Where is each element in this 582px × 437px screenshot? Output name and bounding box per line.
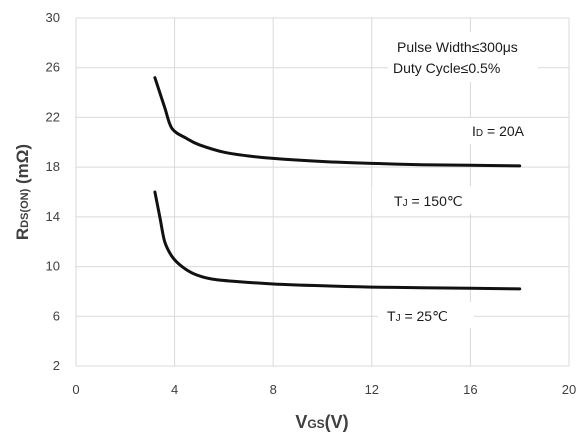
series-label-150c: TJ = 150℃ — [394, 193, 463, 209]
duty-cycle-label: Duty Cycle≤0.5% — [393, 60, 500, 76]
y-tick-label: 14 — [46, 209, 60, 224]
x-tick-label: 20 — [562, 382, 576, 397]
series-label-box-150 — [372, 186, 496, 214]
pulse-width-label: Pulse Width≤300μs — [397, 39, 518, 55]
y-tick-label: 30 — [46, 10, 60, 25]
y-tick-label: 22 — [46, 109, 60, 124]
y-tick-label: 2 — [53, 358, 60, 373]
x-tick-label: 8 — [270, 382, 277, 397]
id-label-box — [462, 118, 544, 144]
id-label: ID = 20A — [472, 123, 525, 139]
y-tick-label: 18 — [46, 159, 60, 174]
series-label-box-25 — [378, 302, 474, 328]
x-tick-label: 16 — [463, 382, 477, 397]
series-line-tj-25c — [153, 190, 522, 291]
y-tick-label: 10 — [46, 259, 60, 274]
data-series — [153, 76, 522, 291]
series-line-tj-150c — [153, 76, 522, 168]
x-tick-label: 0 — [72, 382, 79, 397]
x-axis-title: VGS(V) — [295, 412, 348, 432]
y-tick-label: 26 — [46, 60, 60, 75]
y-tick-label: 6 — [53, 308, 60, 323]
series-label-25c: TJ = 25℃ — [387, 308, 448, 324]
y-axis-title: RDS(ON) (mΩ) — [13, 144, 32, 240]
x-tick-label: 12 — [365, 382, 379, 397]
test-conditions-box — [388, 32, 538, 82]
x-tick-label: 4 — [171, 382, 178, 397]
